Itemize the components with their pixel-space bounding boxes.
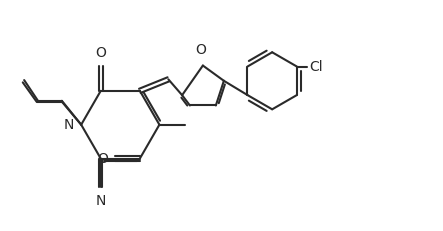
Text: N: N [64, 118, 74, 132]
Text: N: N [96, 195, 106, 208]
Text: O: O [95, 46, 106, 60]
Text: O: O [98, 152, 109, 166]
Text: Cl: Cl [309, 60, 323, 73]
Text: O: O [195, 43, 206, 57]
